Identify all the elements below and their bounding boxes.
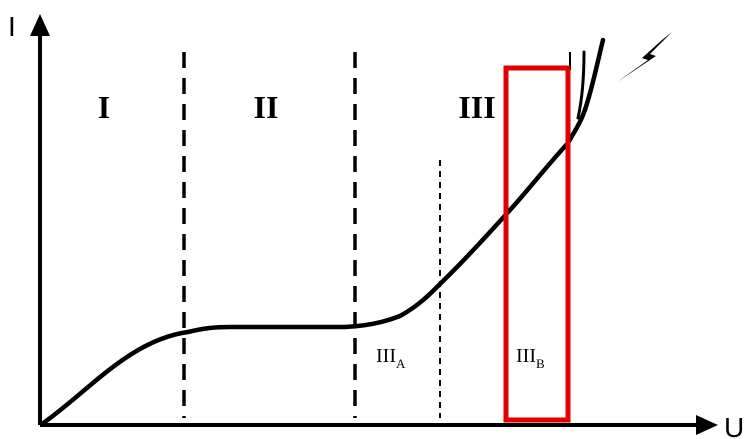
subregion-label-a: IIIA bbox=[376, 345, 406, 371]
lightning-bolt-icon bbox=[617, 32, 672, 82]
region-label-2: II bbox=[254, 89, 279, 125]
curve-upper-branch bbox=[576, 50, 586, 120]
y-axis-arrowhead bbox=[30, 14, 50, 36]
characteristic-curve bbox=[39, 37, 606, 427]
region-label-3: III bbox=[458, 89, 495, 125]
x-axis-label: U bbox=[724, 412, 744, 439]
highlight-box bbox=[503, 65, 571, 423]
subregion-b-main: III bbox=[516, 345, 536, 367]
subregion-label-b: IIIB bbox=[516, 345, 545, 371]
region-label-1: I bbox=[98, 89, 110, 125]
subregion-b-index: B bbox=[536, 356, 545, 371]
subregion-a-index: A bbox=[396, 356, 406, 371]
subregion-a-main: III bbox=[376, 345, 396, 367]
x-axis-arrowhead bbox=[696, 415, 718, 435]
y-axis-label: I bbox=[8, 11, 16, 42]
